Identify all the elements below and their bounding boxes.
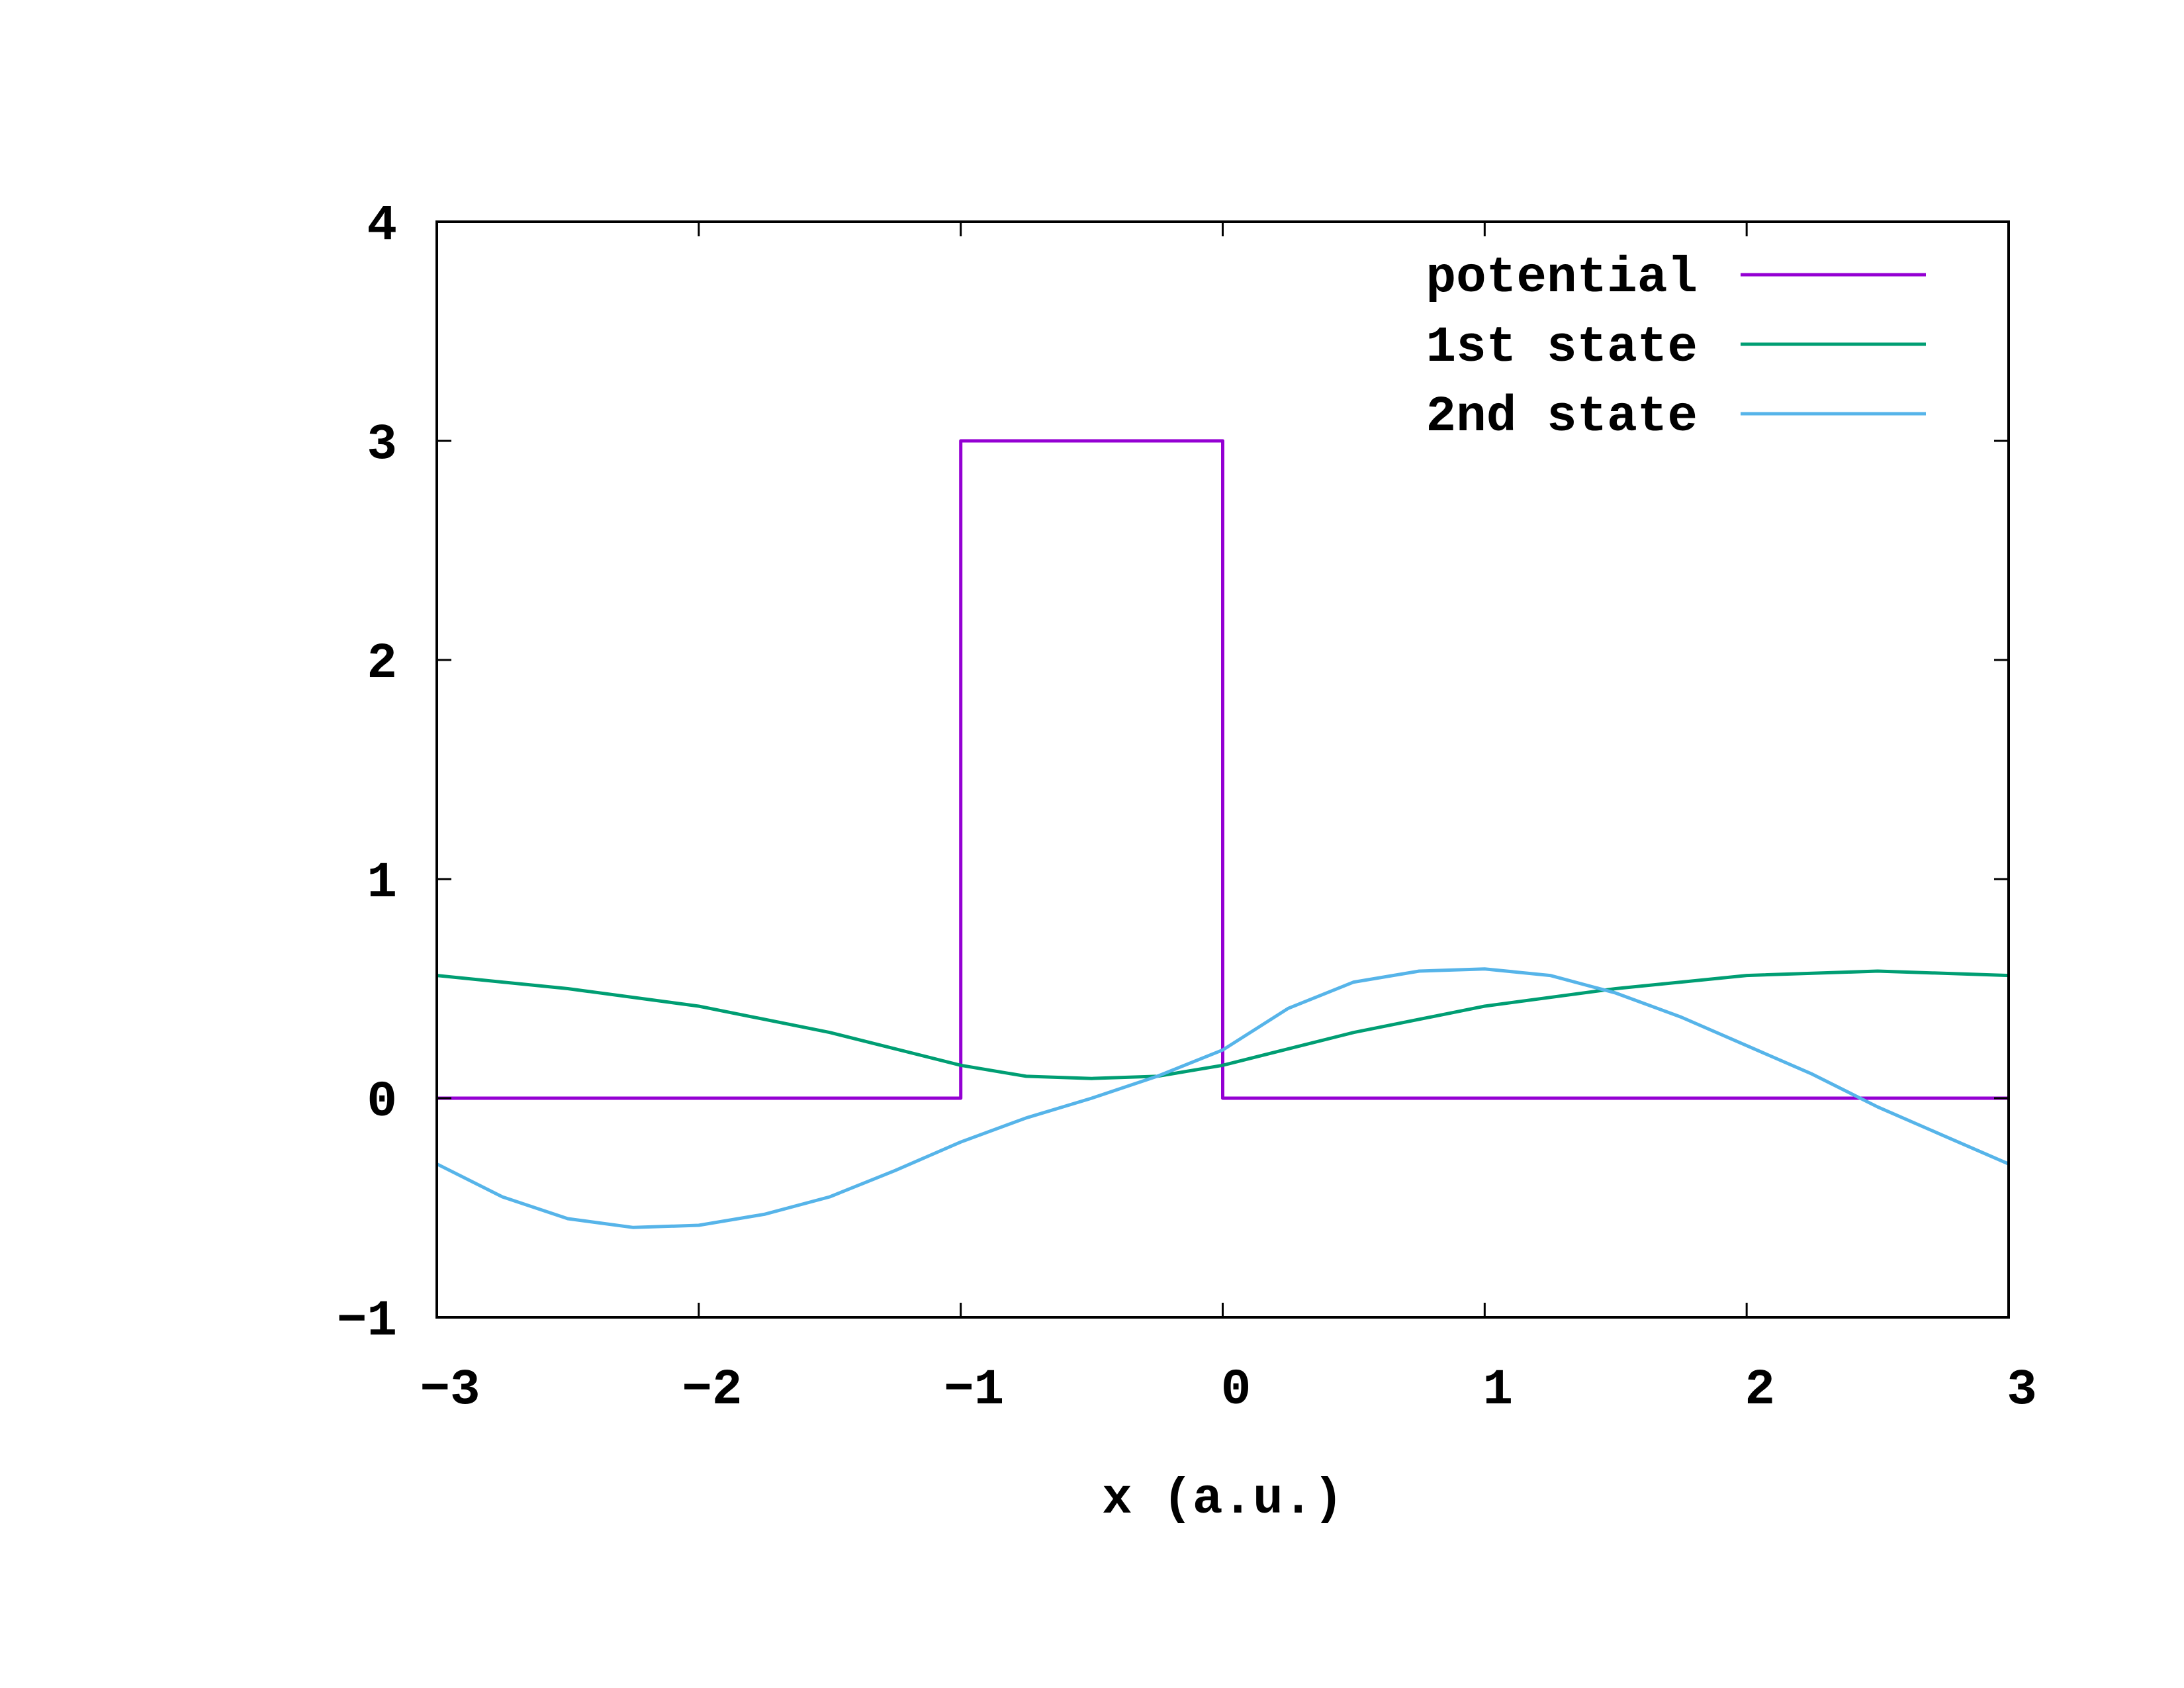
y-tick-label: 1	[367, 855, 397, 912]
y-tick-label: 2	[367, 635, 397, 692]
x-tick-label: 3	[2007, 1362, 2037, 1419]
y-tick-label: 0	[367, 1074, 397, 1131]
x-tick-label: 0	[1221, 1362, 1251, 1419]
x-tick-label: −1	[944, 1362, 1004, 1419]
y-tick-label: 4	[367, 197, 397, 254]
y-tick-label: 3	[367, 416, 397, 473]
series-line-potential	[437, 439, 2009, 1100]
ticks-layer	[435, 220, 2010, 1319]
x-axis-label: x (a.u.)	[1102, 1471, 1343, 1528]
legend-label: 1st state	[1426, 319, 1698, 376]
x-tick-label: −3	[420, 1362, 480, 1419]
series-layer	[435, 439, 2009, 1229]
legend: potential 1st state 2nd state	[1426, 250, 1926, 445]
legend-label: potential	[1426, 250, 1698, 306]
series-line-2nd-state	[435, 967, 2009, 1229]
x-tick-label: 1	[1483, 1362, 1514, 1419]
tick-labels: −3 −2 −1 0 1 2 3 −1 0 1 2 3 4	[337, 197, 2037, 1419]
y-tick-label: −1	[337, 1293, 397, 1350]
legend-label: 2nd state	[1426, 389, 1698, 445]
x-tick-label: −2	[682, 1362, 742, 1419]
x-tick-label: 2	[1745, 1362, 1775, 1419]
